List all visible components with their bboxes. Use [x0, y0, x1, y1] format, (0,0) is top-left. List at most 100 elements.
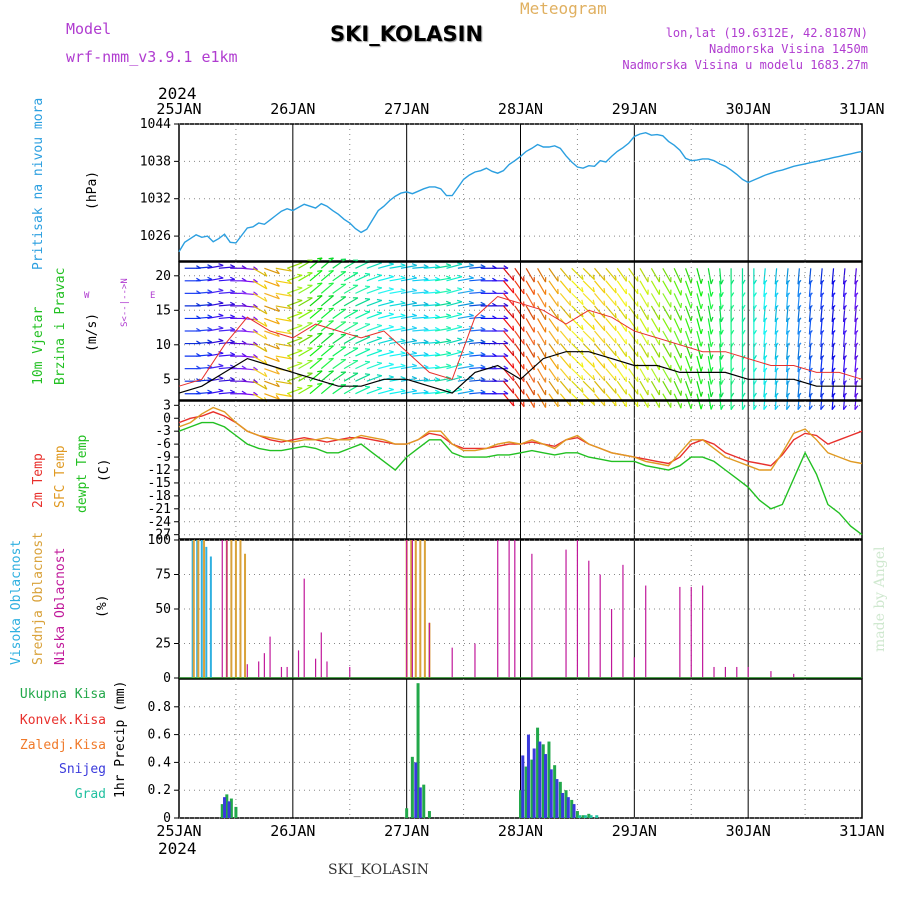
wind-barb	[808, 343, 812, 360]
wind-barb	[537, 355, 547, 371]
wind-barb	[264, 267, 280, 275]
wind-barb	[423, 316, 440, 320]
wind-barb	[412, 391, 429, 395]
wind-barb	[684, 343, 692, 359]
wind-barb	[286, 324, 303, 332]
wind-barb	[457, 365, 474, 370]
wind-barb-head	[218, 275, 224, 279]
wind-barb-head	[700, 404, 704, 410]
wind-barb	[559, 355, 572, 369]
wind-barb-head	[592, 324, 596, 330]
wind-barb	[594, 292, 606, 307]
wind-barb	[582, 292, 595, 306]
wind-barb	[582, 305, 595, 318]
wind-barb	[582, 267, 595, 281]
wind-barb-head	[275, 369, 280, 375]
wind-barb	[252, 368, 268, 378]
wind-barb	[639, 318, 649, 333]
wind-barb	[525, 293, 535, 308]
wind-barb	[525, 343, 535, 358]
wind-barb-head	[434, 326, 440, 331]
wind-barb-head	[700, 341, 704, 347]
wind-barb	[514, 267, 525, 282]
pressure-title: Pritisak na nivou mora	[31, 98, 46, 270]
wind-barb	[412, 366, 429, 370]
wind-barb	[537, 305, 547, 321]
wind-barb	[616, 305, 627, 320]
wind-barb	[252, 343, 268, 353]
wind-barb	[774, 343, 778, 360]
wind-barb-head	[275, 269, 280, 275]
wind-barb-head	[275, 282, 280, 287]
wind-barb	[639, 355, 649, 371]
wind-barb	[264, 317, 280, 325]
precip-bar	[570, 799, 574, 818]
wind-barb-head	[297, 323, 303, 327]
wind-barb	[389, 365, 406, 370]
wind-barb	[763, 368, 766, 385]
wind-ylabel: (m/s)	[85, 313, 100, 352]
wind-barb-head	[468, 288, 474, 292]
wind-barb	[502, 318, 515, 332]
wind-barb-head	[569, 363, 572, 369]
wind-barb-head	[512, 350, 515, 356]
wind-barb-head	[434, 301, 440, 306]
precip-bar	[572, 804, 576, 818]
wind-barb	[786, 293, 789, 310]
wind-barb	[628, 267, 639, 282]
wind-barb	[264, 330, 280, 338]
wind-barb	[774, 368, 778, 385]
wind-barb	[275, 393, 292, 398]
wind-barb	[378, 389, 394, 395]
wind-barb	[650, 330, 660, 346]
wind-barb	[286, 375, 303, 382]
wind-barb-head	[297, 286, 303, 289]
wind-barb	[673, 355, 682, 371]
wind-barb	[628, 330, 639, 345]
precip-bar	[427, 811, 431, 818]
wind-barb	[650, 368, 660, 383]
precip-bar	[558, 781, 562, 818]
wind-barb	[378, 326, 394, 332]
wind-barb-head	[241, 277, 247, 282]
wind-barb-head	[328, 357, 334, 360]
wind-barb-head	[275, 357, 280, 362]
wind-barb-head	[253, 366, 258, 371]
wind-barb	[605, 343, 617, 357]
wind-barb-head	[710, 392, 714, 398]
wind-barb	[831, 318, 835, 335]
wind-barb-head	[480, 364, 486, 368]
wind-barb	[435, 377, 451, 382]
wind-barb	[435, 289, 451, 294]
wind-barb-head	[831, 405, 836, 411]
wind-barb	[343, 372, 359, 382]
wind-barb	[707, 280, 712, 297]
precip-bar	[575, 811, 579, 818]
precip-bar	[530, 759, 534, 818]
wind-barb	[378, 263, 394, 269]
wind-barb	[400, 264, 417, 269]
wind-barb	[548, 368, 559, 383]
wind-barb-head	[434, 389, 440, 393]
wind-barb-head	[411, 288, 417, 292]
wind-barb	[719, 381, 722, 398]
wind-barb	[525, 380, 535, 396]
wind-barb	[218, 266, 235, 269]
wind-barb	[662, 330, 672, 346]
wind-barb	[696, 305, 702, 322]
wind-barb-head	[680, 403, 683, 409]
precip-bar	[544, 754, 548, 818]
wind-barb-head	[411, 350, 417, 354]
wind-barb-head	[275, 344, 280, 350]
wind-barb	[355, 311, 371, 319]
wind-barb	[207, 327, 224, 332]
wind-barb-head	[680, 378, 683, 384]
wind-barb	[196, 291, 213, 294]
wind-barb	[264, 292, 280, 300]
wind-barb-head	[720, 317, 724, 323]
wind-barb	[571, 380, 584, 393]
wind-barb	[774, 268, 778, 285]
wind-barb-head	[569, 275, 572, 281]
wind-barb-head	[603, 275, 606, 281]
